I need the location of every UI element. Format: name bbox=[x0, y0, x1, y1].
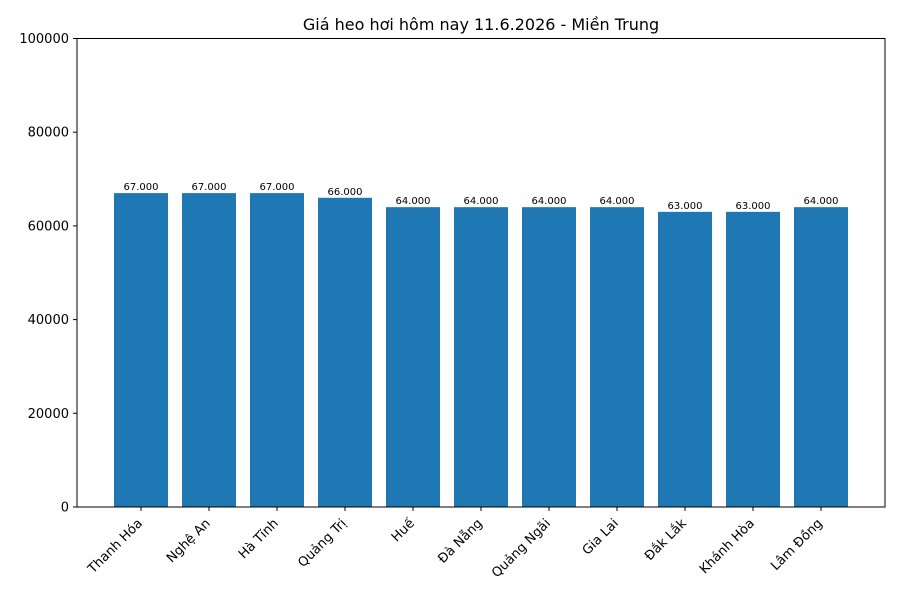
x-tick-label: Quảng Ngãi bbox=[489, 516, 554, 581]
chart-title: Giá heo hơi hôm nay 11.6.2026 - Miền Tru… bbox=[303, 15, 659, 34]
bar-value-label: 67.000 bbox=[260, 182, 295, 193]
y-tick-label: 60000 bbox=[28, 219, 69, 234]
bar-value-label: 67.000 bbox=[192, 182, 227, 193]
x-tick-label: Hà Tĩnh bbox=[236, 516, 282, 562]
y-tick-label: 80000 bbox=[28, 126, 69, 141]
bar bbox=[250, 193, 304, 508]
bar bbox=[658, 211, 712, 507]
x-tick-label: Đà Nẵng bbox=[435, 516, 485, 566]
bar bbox=[318, 197, 372, 508]
bar bbox=[522, 207, 576, 507]
y-tick-label: 0 bbox=[61, 501, 69, 516]
y-tick-label: 20000 bbox=[28, 407, 69, 422]
bar-value-label: 64.000 bbox=[396, 196, 431, 207]
bar bbox=[182, 193, 236, 508]
bar bbox=[590, 207, 644, 507]
y-tick-label: 40000 bbox=[28, 313, 69, 328]
y-axis: 0 20000 40000 60000 80000 100000 bbox=[19, 32, 77, 516]
bar-value-label: 64.000 bbox=[600, 196, 635, 207]
bar-value-label: 64.000 bbox=[532, 196, 567, 207]
x-axis: Thanh Hóa Nghệ An Hà Tĩnh Quảng Trị Huế Đà Nẵ… bbox=[85, 507, 826, 581]
bar bbox=[454, 207, 508, 507]
x-tick-label: Khánh Hòa bbox=[697, 516, 758, 577]
bar-value-label: 63.000 bbox=[668, 201, 703, 212]
x-tick-label: Gia Lai bbox=[580, 516, 622, 558]
x-tick-label: Nghệ An bbox=[164, 516, 214, 566]
x-tick-label: Lâm Đồng bbox=[768, 516, 826, 574]
x-tick-label: Đắk Lắk bbox=[642, 516, 690, 564]
x-tick-label: Huế bbox=[389, 516, 418, 545]
bar bbox=[114, 193, 168, 508]
bar bbox=[794, 207, 848, 507]
bar bbox=[726, 211, 780, 507]
bar bbox=[386, 207, 440, 507]
x-tick-label: Thanh Hóa bbox=[85, 516, 146, 577]
bar-value-label: 63.000 bbox=[736, 201, 771, 212]
plot-frame bbox=[76, 38, 886, 508]
x-tick-label: Quảng Trị bbox=[295, 516, 349, 570]
bar-value-label: 67.000 bbox=[124, 182, 159, 193]
bar-value-label: 64.000 bbox=[464, 196, 499, 207]
bars-layer: 67.000 67.000 67.000 66.000 64.000 64.000 64.0… bbox=[114, 182, 848, 508]
bar-value-label: 66.000 bbox=[328, 187, 363, 198]
y-tick-label: 100000 bbox=[19, 32, 69, 47]
bar-value-label: 64.000 bbox=[804, 196, 839, 207]
